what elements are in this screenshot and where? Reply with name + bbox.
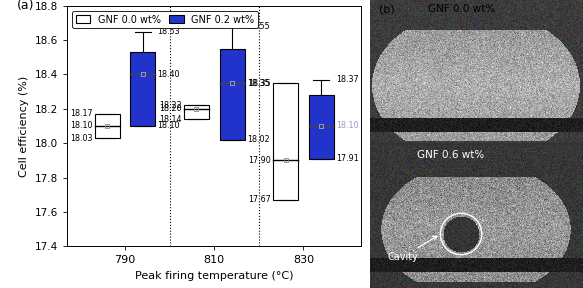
Text: 18.22: 18.22 [159,101,182,110]
Text: (a): (a) [17,0,34,12]
Text: GNF 0.0 wt%: GNF 0.0 wt% [428,4,495,14]
Bar [131,52,155,126]
Text: (b): (b) [379,4,395,14]
Bar [184,105,209,119]
Y-axis label: Cell efficiency (%): Cell efficiency (%) [19,75,29,177]
Text: 18.10: 18.10 [336,122,359,130]
X-axis label: Peak firing temperature (°C): Peak firing temperature (°C) [135,271,293,281]
Text: Cavity: Cavity [387,236,437,262]
Text: 18.35: 18.35 [248,79,271,88]
Text: 18.53: 18.53 [157,27,180,36]
Text: 17.67: 17.67 [248,195,271,204]
Bar [220,49,245,140]
Text: 17.91: 17.91 [336,154,359,163]
Text: 18.55: 18.55 [247,22,269,31]
Text: 17.90: 17.90 [248,156,271,165]
Bar [309,95,334,159]
Text: 18.20: 18.20 [159,104,182,113]
Text: GNF 0.6 wt%: GNF 0.6 wt% [417,150,484,160]
Text: 18.37: 18.37 [336,75,359,84]
Text: 18.17: 18.17 [70,109,93,118]
Text: 18.10: 18.10 [70,122,93,130]
Text: 18.35: 18.35 [247,79,269,88]
Bar [94,114,120,138]
Text: 18.03: 18.03 [70,134,93,143]
Text: 18.10: 18.10 [157,122,180,130]
Text: 18.14: 18.14 [159,115,182,124]
Text: 18.02: 18.02 [247,135,269,144]
Bar [273,83,298,200]
Text: 18.40: 18.40 [157,70,180,79]
Legend: GNF 0.0 wt%, GNF 0.2 wt%: GNF 0.0 wt%, GNF 0.2 wt% [72,11,258,29]
